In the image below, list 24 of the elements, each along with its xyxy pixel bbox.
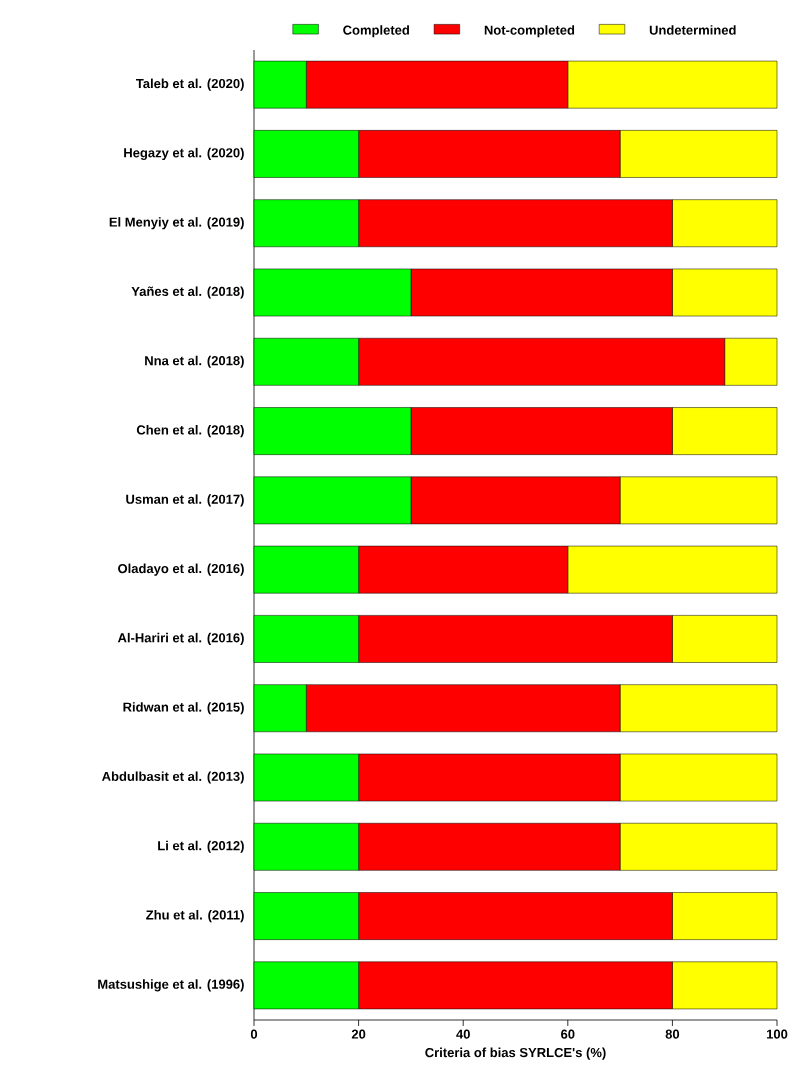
legend-label: Completed: [343, 25, 409, 38]
y-tick-label: Chen et al. (2018): [136, 425, 244, 438]
x-tick-label: 80: [665, 1029, 680, 1039]
x-tick-label: 20: [351, 1029, 366, 1039]
x-tick-label: 40: [456, 1029, 470, 1039]
y-tick-label: Matsushige et al. (1996): [98, 979, 244, 992]
x-axis-title: Criteria of bias SYRLCE's (%): [425, 1047, 606, 1060]
y-tick-label: Abdulbasit et al. (2013): [102, 771, 244, 784]
y-tick-label: Usman et al. (2017): [126, 494, 244, 507]
legend-label: Undetermined: [649, 25, 736, 35]
y-tick-label: Nna et al. (2018): [145, 355, 244, 368]
x-tick-label: 60: [561, 1029, 575, 1039]
legend-label: Not-completed: [484, 25, 575, 38]
y-tick-label: Ridwan et al. (2015): [123, 702, 244, 715]
y-tick-label: Taleb et al. (2020): [135, 78, 244, 91]
y-tick-label: Li et al. (2012): [158, 840, 244, 853]
x-tick-label: 100: [766, 1029, 788, 1039]
y-tick-label: Zhu et al. (2011): [146, 910, 244, 923]
x-tick-label: 0: [250, 1029, 258, 1039]
y-tick-label: Yañes et al. (2018): [131, 286, 244, 299]
y-tick-label: Al-Hariri et al. (2016): [117, 632, 244, 645]
y-tick-label: Oladayo et al. (2016): [118, 563, 244, 576]
y-tick-label: El Menyiy et al. (2019): [109, 217, 244, 230]
y-tick-label: Hegazy et al. (2020): [124, 147, 244, 161]
